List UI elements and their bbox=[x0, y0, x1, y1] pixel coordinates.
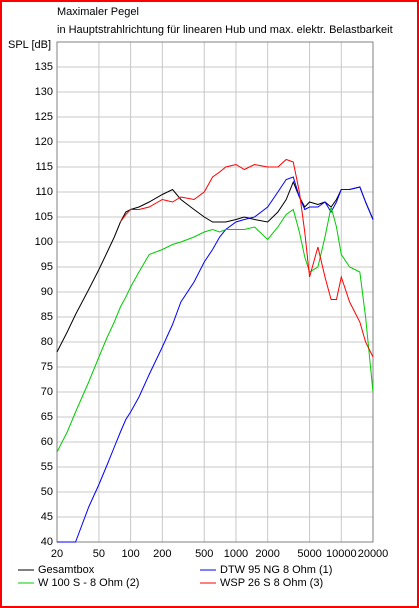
y-tick-label: 130 bbox=[35, 86, 53, 98]
series-line bbox=[56, 180, 374, 353]
series-line bbox=[120, 158, 374, 358]
legend-label: W 100 S - 8 Ohm (2) bbox=[38, 577, 139, 589]
plot-border bbox=[56, 41, 374, 543]
series-line bbox=[56, 206, 374, 453]
y-tick-label: 50 bbox=[41, 486, 53, 498]
y-tick-label: 120 bbox=[35, 136, 53, 148]
y-tick-label: 40 bbox=[41, 536, 53, 548]
x-tick-label: 100 bbox=[121, 548, 139, 560]
legend-label: DTW 95 NG 8 Ohm (1) bbox=[220, 564, 332, 576]
y-tick-label: 90 bbox=[41, 286, 53, 298]
x-tick-label: 10000 bbox=[326, 548, 357, 560]
y-tick-label: 80 bbox=[41, 336, 53, 348]
y-axis-label: SPL [dB] bbox=[8, 39, 51, 51]
x-tick-label: 50 bbox=[93, 548, 105, 560]
x-tick-label: 2000 bbox=[255, 548, 279, 560]
y-tick-label: 95 bbox=[41, 261, 53, 273]
y-tick-label: 60 bbox=[41, 436, 53, 448]
x-tick-label: 1000 bbox=[224, 548, 248, 560]
x-tick-label: 20000 bbox=[358, 548, 389, 560]
y-tick-label: 85 bbox=[41, 311, 53, 323]
legend-label: Gesamtbox bbox=[38, 564, 95, 576]
y-tick-label: 135 bbox=[35, 61, 53, 73]
x-tick-label: 20 bbox=[51, 548, 63, 560]
y-tick-label: 75 bbox=[41, 361, 53, 373]
x-tick-label: 5000 bbox=[297, 548, 321, 560]
x-tick-label: 200 bbox=[153, 548, 171, 560]
x-tick-label: 500 bbox=[195, 548, 213, 560]
y-tick-label: 45 bbox=[41, 511, 53, 523]
y-tick-label: 65 bbox=[41, 411, 53, 423]
y-tick-label: 125 bbox=[35, 111, 53, 123]
y-tick-label: 55 bbox=[41, 461, 53, 473]
y-tick-label: 115 bbox=[35, 161, 53, 173]
chart-title: Maximaler Pegel bbox=[57, 6, 139, 18]
y-tick-label: 70 bbox=[41, 386, 53, 398]
y-tick-label: 110 bbox=[35, 186, 53, 198]
y-tick-label: 105 bbox=[35, 211, 53, 223]
legend-label: WSP 26 S 8 Ohm (3) bbox=[220, 577, 323, 589]
y-tick-label: 100 bbox=[35, 236, 53, 248]
chart-subtitle: in Hauptstrahlrichtung für linearen Hub … bbox=[57, 24, 393, 36]
